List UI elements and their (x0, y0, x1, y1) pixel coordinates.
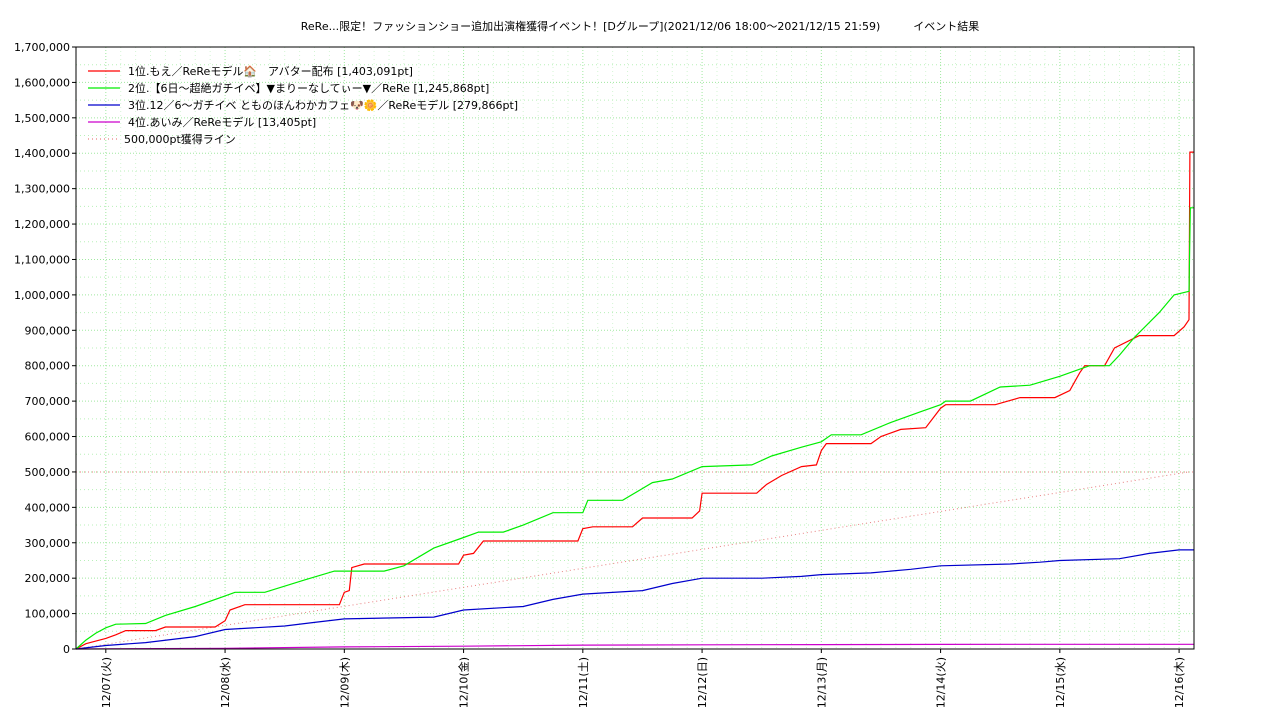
x-tick-label: 12/10(金) (457, 657, 471, 708)
y-tick-label: 600,000 (25, 431, 71, 444)
y-axis: 0 100,000 200,000 300,000 400,000 500,000 600,… (14, 41, 76, 656)
y-tick-label: 1,400,000 (14, 147, 70, 160)
legend-label: 1位.もえ／ReReモデル🏠 アバター配布 [1,403,091pt] (128, 64, 413, 78)
x-tick-label: 12/08(水) (219, 657, 232, 708)
reference-line-layer (75, 471, 1194, 650)
legend: 1位.もえ／ReReモデル🏠 アバター配布 [1,403,091pt] 2位.【6… (88, 64, 518, 146)
y-tick-label: 1,600,000 (14, 76, 70, 89)
series-layer (75, 151, 1194, 650)
x-tick-label: 12/12(日) (696, 657, 709, 708)
y-tick-label: 1,500,000 (14, 112, 70, 125)
legend-label: 2位.【6日〜超絶ガチイベ】▼まりーなしてぃー▼／ReRe [1,245,868… (128, 81, 489, 95)
y-tick-label: 1,700,000 (14, 41, 70, 54)
y-tick-label: 0 (63, 643, 70, 656)
y-tick-label: 1,300,000 (14, 183, 70, 196)
x-axis: 12/07(火) 12/08(水) 12/09(木) 12/10(金) 12/11(土)… (100, 649, 1186, 708)
grid-layer (76, 47, 1194, 649)
y-tick-label: 500,000 (25, 466, 71, 479)
x-tick-label: 12/09(木) (338, 657, 351, 708)
legend-label: 3位.12／6〜ガチイベ とものほんわかカフェ🐶🌼／ReReモデル [279,8… (128, 98, 518, 112)
y-tick-label: 1,000,000 (14, 289, 70, 302)
x-tick-label: 12/11(土) (577, 657, 590, 708)
y-tick-label: 200,000 (25, 572, 71, 585)
y-tick-label: 900,000 (25, 324, 71, 337)
y-tick-label: 700,000 (25, 395, 71, 408)
series-line-4 (75, 643, 1194, 650)
legend-label: 500,000pt獲得ライン (124, 133, 236, 146)
x-tick-label: 12/16(木) (1173, 657, 1186, 708)
y-tick-label: 300,000 (25, 537, 71, 550)
x-tick-label: 12/07(火) (100, 657, 113, 708)
y-tick-label: 1,200,000 (14, 218, 70, 231)
legend-label: 4位.あいみ／ReReモデル [13,405pt] (128, 115, 316, 129)
y-tick-label: 800,000 (25, 360, 71, 373)
chart-title: ReRe...限定！ファッションショー追加出演権獲得イベント！[Dグループ](2… (300, 20, 980, 33)
plot-frame (75, 46, 1195, 650)
series-line-1 (75, 151, 1194, 650)
series-line-2 (75, 207, 1194, 650)
y-tick-label: 400,000 (25, 501, 71, 514)
y-tick-label: 100,000 (25, 608, 71, 621)
series-line-3 (75, 549, 1194, 650)
x-tick-label: 12/14(火) (935, 657, 948, 708)
y-tick-label: 1,100,000 (14, 253, 70, 266)
x-tick-label: 12/13(月) (815, 657, 828, 708)
x-tick-label: 12/15(水) (1054, 657, 1067, 708)
